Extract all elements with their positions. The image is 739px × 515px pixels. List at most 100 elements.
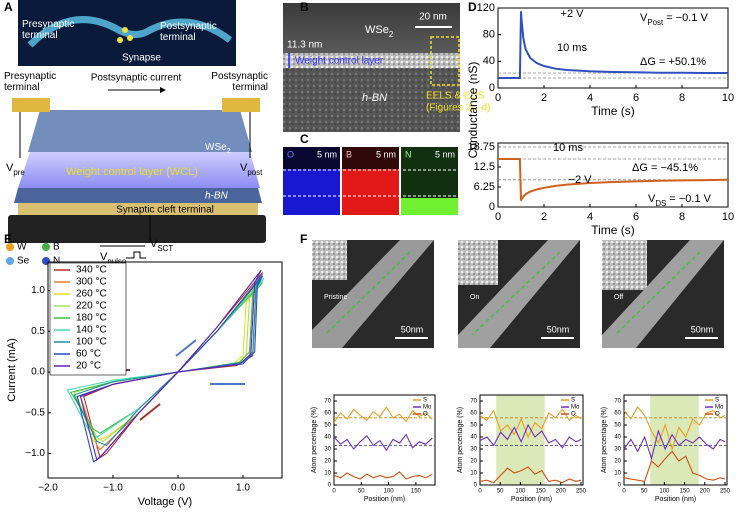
series-line bbox=[498, 158, 729, 202]
hbn-layer bbox=[14, 188, 262, 203]
neuron-shape bbox=[27, 16, 233, 48]
image-caption: On bbox=[470, 294, 479, 301]
panel-label: C bbox=[300, 132, 309, 146]
text-line: Postsynaptic bbox=[211, 71, 268, 82]
wcl-layer bbox=[18, 152, 260, 188]
x-tick-label: 6 bbox=[633, 211, 639, 223]
x-tick-label: 100 bbox=[659, 489, 670, 495]
y-axis-label: Conductance (nS) bbox=[466, 62, 480, 159]
y-tick-label: −0.5 bbox=[25, 407, 45, 418]
scale-label: 5 nm bbox=[435, 149, 455, 159]
voltage-label: Vpre bbox=[6, 162, 25, 177]
text-part: = −0.1 V bbox=[663, 12, 708, 24]
y-tick-label: 40 bbox=[324, 435, 331, 441]
text-part: V bbox=[6, 162, 14, 174]
y-tick-label: 50 bbox=[614, 423, 621, 429]
x-tick-label: 10 bbox=[722, 211, 734, 223]
y-tick-label: 0 bbox=[618, 483, 622, 489]
series-line bbox=[333, 471, 433, 480]
x-tick-label: 6 bbox=[633, 92, 639, 104]
y-tick-label: 10 bbox=[470, 471, 477, 477]
plot-frame bbox=[47, 261, 283, 479]
series-line bbox=[479, 423, 582, 449]
y-tick-label: 30 bbox=[324, 447, 331, 453]
plot-frame bbox=[623, 394, 728, 486]
thickness-label: 11.3 nm bbox=[287, 40, 322, 51]
y-tick-label: 0.0 bbox=[31, 367, 45, 378]
panel-label: F bbox=[300, 232, 307, 246]
x-tick-label: 250 bbox=[720, 489, 731, 495]
x-tick-label: 200 bbox=[556, 489, 567, 495]
x-tick-label: 0 bbox=[478, 489, 482, 495]
y-tick-label: 40 bbox=[483, 55, 495, 67]
x-tick-label: 0 bbox=[495, 211, 501, 223]
y-tick-label: 18.75 bbox=[467, 141, 495, 153]
image-caption: Off bbox=[614, 294, 623, 301]
legend-label: S bbox=[571, 398, 575, 404]
annotation: +2 V bbox=[561, 8, 585, 20]
cleft-electrode bbox=[18, 203, 258, 215]
text-part: WSe bbox=[365, 24, 389, 36]
panel-f-art bbox=[312, 240, 724, 348]
text-line: Presynaptic bbox=[22, 19, 74, 30]
x-axis-label: Position (nm) bbox=[655, 496, 696, 503]
y-tick-label: 0 bbox=[328, 483, 332, 489]
eels-label: EELS & EDS bbox=[426, 91, 485, 102]
y-tick-label: 50 bbox=[324, 423, 331, 429]
text-part: V bbox=[100, 251, 108, 263]
legend-dot bbox=[6, 243, 14, 251]
x-tick-label: 150 bbox=[411, 489, 422, 495]
x-tick-label: 200 bbox=[700, 489, 711, 495]
x-tick-label: −2.0 bbox=[38, 483, 58, 494]
roi-box bbox=[430, 36, 460, 86]
legend-label: 340 °C bbox=[76, 265, 107, 276]
panel-label: B bbox=[300, 0, 309, 14]
text-part: V bbox=[648, 193, 656, 205]
x-tick-label: 0 bbox=[332, 489, 336, 495]
x-tick-label: 2 bbox=[541, 92, 547, 104]
annotation: VPost = −0.1 V bbox=[640, 12, 708, 27]
map-n-bright bbox=[401, 198, 458, 215]
scale-label: 5 nm bbox=[376, 149, 396, 159]
image-caption: Pristine bbox=[324, 294, 347, 301]
panel-label: A bbox=[4, 0, 13, 14]
wse2-layer bbox=[28, 110, 252, 152]
layer-label: Weight control layer bbox=[295, 56, 384, 67]
layer-label: h-BN bbox=[362, 92, 387, 104]
y-tick-label: 70 bbox=[614, 399, 621, 405]
nanoribbon bbox=[602, 240, 724, 348]
subscript: pre bbox=[13, 168, 25, 177]
x-tick-label: 100 bbox=[384, 489, 395, 495]
scale-label: 50nm bbox=[401, 324, 424, 334]
legend-label: Mo bbox=[571, 405, 580, 411]
map-b-dark bbox=[342, 147, 399, 169]
legend-label: O bbox=[571, 412, 576, 418]
x-tick-label: 8 bbox=[679, 92, 685, 104]
tem-wcl bbox=[283, 53, 460, 68]
legend-label: 260 °C bbox=[76, 289, 107, 300]
text-part: WSe bbox=[205, 142, 227, 153]
legend-label: S bbox=[423, 398, 427, 404]
annotation: VDS = −0.1 V bbox=[648, 193, 712, 208]
y-tick-label: 60 bbox=[324, 411, 331, 417]
legend-label: N bbox=[53, 256, 60, 267]
y-tick-label: 40 bbox=[470, 435, 477, 441]
pre-electrode bbox=[12, 98, 50, 112]
vesicle bbox=[117, 37, 123, 43]
legend-label: 100 °C bbox=[76, 337, 107, 348]
legend-label: W bbox=[17, 242, 27, 253]
text-part: V bbox=[240, 162, 248, 174]
y-tick-label: 80 bbox=[483, 29, 495, 41]
x-tick-label: 10 bbox=[722, 92, 734, 104]
legend-label: Mo bbox=[715, 405, 724, 411]
panel-b-art bbox=[283, 3, 460, 132]
scale-label: 5 nm bbox=[317, 149, 337, 159]
series-line bbox=[623, 429, 726, 461]
y-tick-label: 1.0 bbox=[31, 285, 45, 296]
x-tick-label: 0 bbox=[495, 92, 501, 104]
scale-label: 50nm bbox=[691, 324, 714, 334]
scan-arrow bbox=[324, 251, 411, 336]
y-tick-label: 60 bbox=[470, 411, 477, 417]
y-tick-label: 120 bbox=[477, 2, 495, 14]
